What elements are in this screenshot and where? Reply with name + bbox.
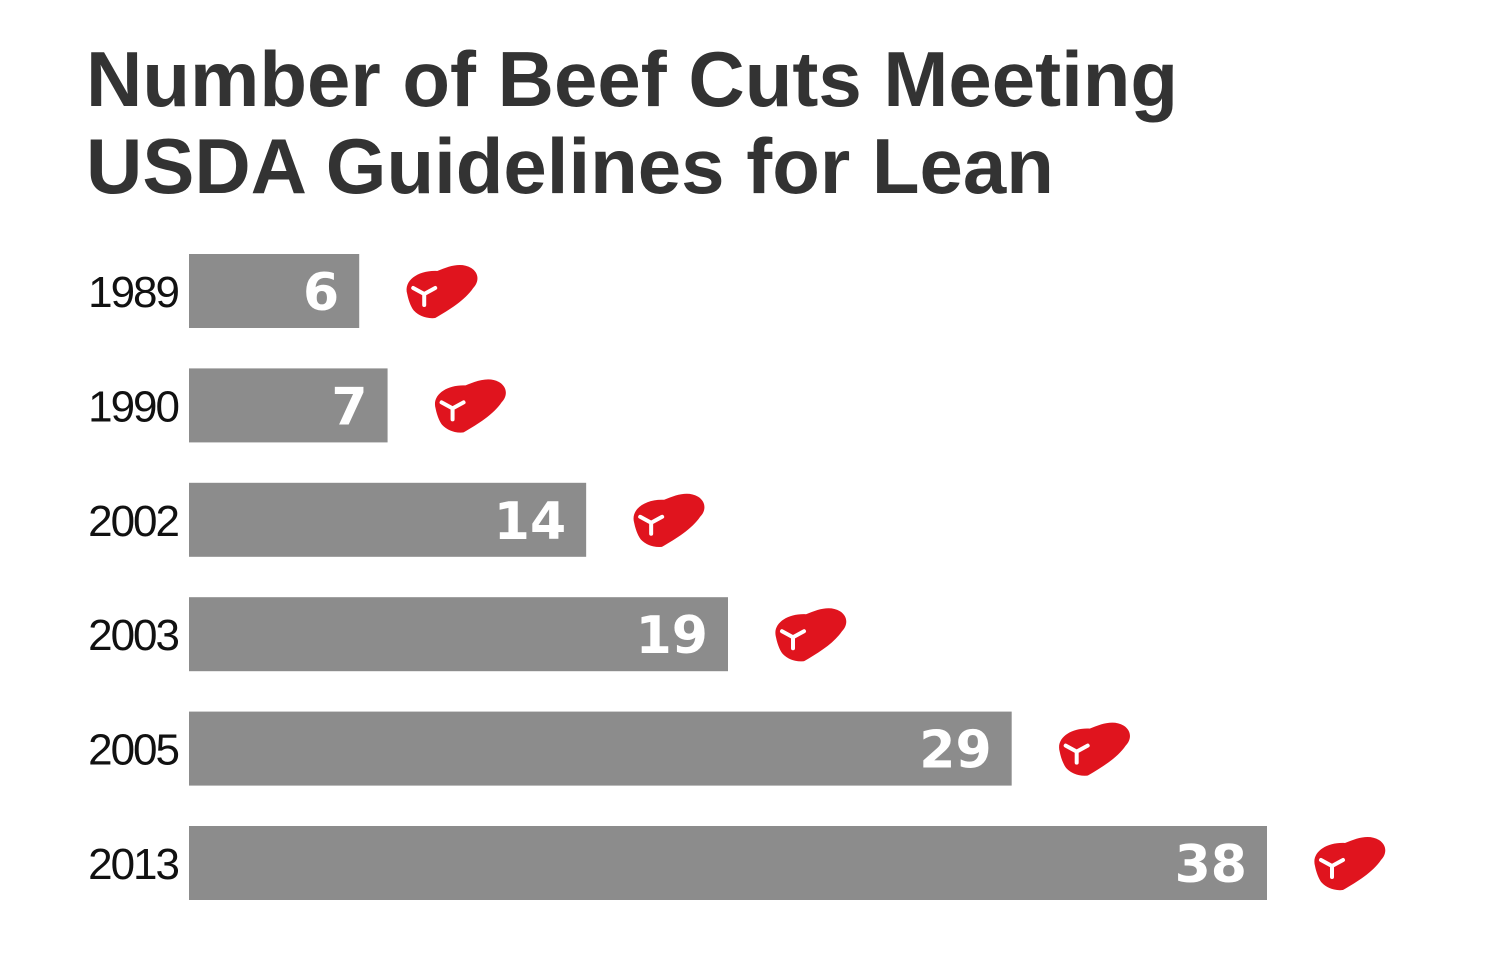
- bar-value-label: 29: [919, 721, 991, 781]
- steak-icon: [406, 264, 480, 323]
- steak-icon: [434, 379, 508, 437]
- bar: [189, 482, 587, 557]
- bar-value-label: 6: [303, 263, 339, 323]
- bar-value-label: 7: [331, 377, 367, 437]
- bar-row-1989: 1989 6: [88, 254, 480, 328]
- bar-row-2005: 2005 29: [88, 711, 1132, 786]
- bars-group: 1989 6 1990 7 2002 14 2003 19 2005 29 2013 38: [88, 254, 1387, 900]
- bar-row-1990: 1990 7: [88, 368, 508, 443]
- chart-title-line-1: Number of Beef Cuts Meeting: [86, 35, 1178, 123]
- bar-value-label: 19: [636, 606, 708, 666]
- steak-icon: [633, 493, 707, 551]
- bar-row-2002: 2002 14: [88, 482, 707, 557]
- steak-icon: [775, 608, 848, 666]
- bar: [189, 597, 728, 672]
- bar-value-label: 38: [1175, 835, 1247, 895]
- bar-row-2013: 2013 38: [88, 826, 1387, 900]
- category-label: 2013: [88, 840, 178, 889]
- bar: [189, 368, 388, 443]
- bar-row-2003: 2003 19: [88, 597, 848, 672]
- chart-title-line-2: USDA Guidelines for Lean: [86, 122, 1054, 210]
- category-label: 2002: [88, 497, 178, 546]
- bar: [189, 826, 1267, 900]
- bar: [189, 254, 360, 328]
- steak-icon: [1059, 722, 1132, 780]
- steak-icon: [1314, 836, 1387, 895]
- category-label: 2005: [88, 726, 178, 775]
- category-label: 2003: [88, 611, 178, 660]
- bar-value-label: 14: [494, 492, 566, 552]
- bar: [189, 711, 1012, 786]
- category-label: 1989: [88, 268, 178, 317]
- category-label: 1990: [88, 382, 178, 431]
